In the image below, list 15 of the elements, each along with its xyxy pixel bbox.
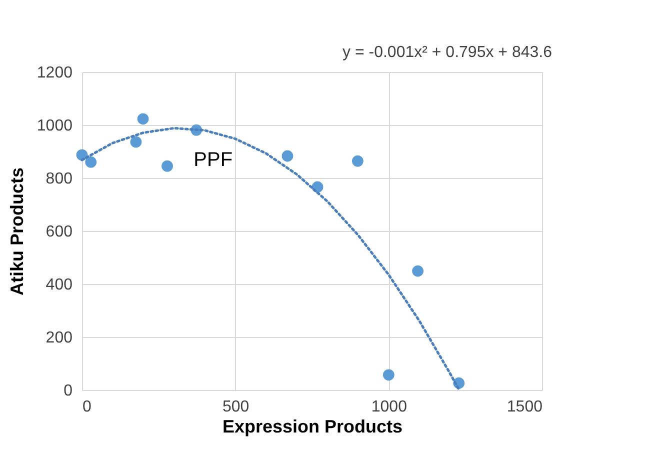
y-tick-label: 800 [46,170,73,188]
x-tick-label: 500 [222,398,250,416]
x-axis-title: Expression Products [222,416,403,436]
annotation: PPF [194,149,233,172]
text: y = -0.001x² + 0.795x + 843.6 [342,44,552,61]
y-tick-label: 0 [64,382,73,400]
x-tick-label: 1000 [371,398,408,416]
x-tick-label: 0 [82,398,92,416]
y-tick-label: 1000 [36,118,73,134]
y-tick-label: 600 [46,224,73,240]
y-tick-label: 1200 [36,64,73,82]
x-tick-label: 1500 [506,398,543,416]
y-axis-title: Atiku Products [6,167,27,296]
y-tick-label: 200 [46,330,73,346]
y-tick-label: 400 [46,276,73,294]
